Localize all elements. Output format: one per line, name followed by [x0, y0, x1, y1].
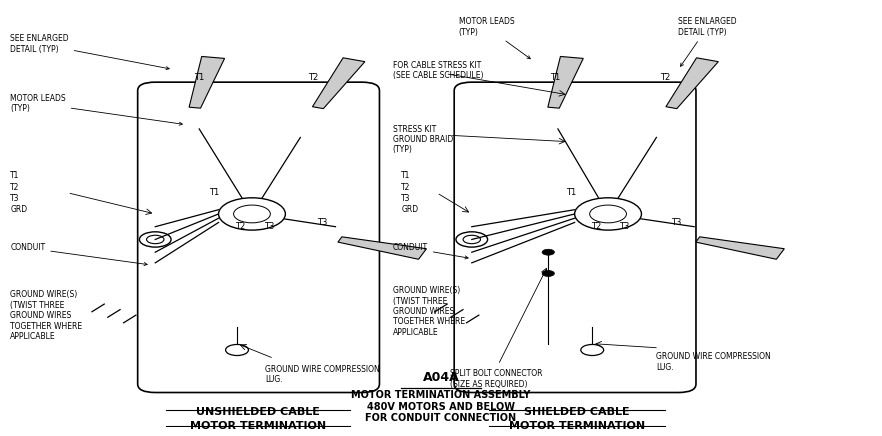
Polygon shape	[548, 56, 583, 108]
Circle shape	[219, 198, 286, 230]
Text: T3: T3	[618, 222, 629, 231]
Text: GROUND WIRE COMPRESSION
LUG.: GROUND WIRE COMPRESSION LUG.	[656, 352, 771, 371]
Circle shape	[542, 249, 555, 255]
Polygon shape	[696, 237, 784, 259]
Circle shape	[580, 344, 603, 355]
Text: GROUND WIRE(S)
(TWIST THREE
GROUND WIRES
TOGETHER WHERE
APPLICABLE: GROUND WIRE(S) (TWIST THREE GROUND WIRES…	[11, 290, 82, 341]
Text: GROUND WIRE COMPRESSION
LUG.: GROUND WIRE COMPRESSION LUG.	[265, 365, 380, 384]
Text: UNSHIELDED CABLE
MOTOR TERMINATION: UNSHIELDED CABLE MOTOR TERMINATION	[190, 407, 326, 431]
Polygon shape	[189, 56, 225, 108]
Text: CONDUIT: CONDUIT	[392, 243, 468, 259]
Text: MOTOR LEADS
(TYP): MOTOR LEADS (TYP)	[11, 94, 183, 125]
Text: SPLIT BOLT CONNECTOR
(SIZE AS REQUIRED): SPLIT BOLT CONNECTOR (SIZE AS REQUIRED)	[450, 369, 542, 388]
Text: CONDUIT: CONDUIT	[11, 243, 147, 266]
Text: SEE ENLARGED
DETAIL (TYP): SEE ENLARGED DETAIL (TYP)	[678, 17, 737, 66]
Text: T2: T2	[591, 222, 601, 231]
Polygon shape	[666, 58, 718, 109]
Text: T1
T2
T3
GRD: T1 T2 T3 GRD	[401, 171, 419, 214]
Polygon shape	[338, 237, 427, 259]
Text: FOR CABLE STRESS KIT
(SEE CABLE SCHEDULE): FOR CABLE STRESS KIT (SEE CABLE SCHEDULE…	[392, 61, 483, 80]
Text: T3: T3	[671, 218, 682, 227]
Text: FOR CONDUIT CONNECTION: FOR CONDUIT CONNECTION	[365, 413, 517, 423]
Text: T3: T3	[265, 222, 274, 231]
Text: GROUND WIRE(S)
(TWIST THREE
GROUND WIRES
TOGETHER WHERE
APPLICABLE: GROUND WIRE(S) (TWIST THREE GROUND WIRES…	[392, 286, 465, 337]
Text: T1: T1	[194, 73, 205, 82]
FancyBboxPatch shape	[138, 82, 379, 392]
Text: STRESS KIT
GROUND BRAID
(TYP): STRESS KIT GROUND BRAID (TYP)	[392, 125, 452, 154]
Text: MOTOR LEADS
(TYP): MOTOR LEADS (TYP)	[459, 17, 530, 59]
Text: T1: T1	[566, 188, 576, 197]
Circle shape	[542, 270, 555, 276]
Text: 480V MOTORS AND BELOW: 480V MOTORS AND BELOW	[367, 402, 515, 412]
Text: MOTOR TERMINATION ASSEMBLY: MOTOR TERMINATION ASSEMBLY	[351, 390, 531, 400]
Text: A04A: A04A	[422, 371, 460, 384]
Circle shape	[575, 198, 641, 230]
Text: T3: T3	[318, 218, 327, 227]
Text: T1
T2
T3
GRD: T1 T2 T3 GRD	[11, 171, 27, 214]
Circle shape	[226, 344, 249, 355]
Text: T2: T2	[235, 222, 246, 231]
Text: T2: T2	[309, 73, 318, 82]
Text: T2: T2	[660, 73, 670, 82]
FancyBboxPatch shape	[454, 82, 696, 392]
Text: T1: T1	[550, 73, 560, 82]
Polygon shape	[312, 58, 365, 109]
Text: T1: T1	[209, 188, 220, 197]
Text: SHIELDED CABLE
MOTOR TERMINATION: SHIELDED CABLE MOTOR TERMINATION	[509, 407, 646, 431]
Text: SEE ENLARGED
DETAIL (TYP): SEE ENLARGED DETAIL (TYP)	[11, 34, 169, 70]
